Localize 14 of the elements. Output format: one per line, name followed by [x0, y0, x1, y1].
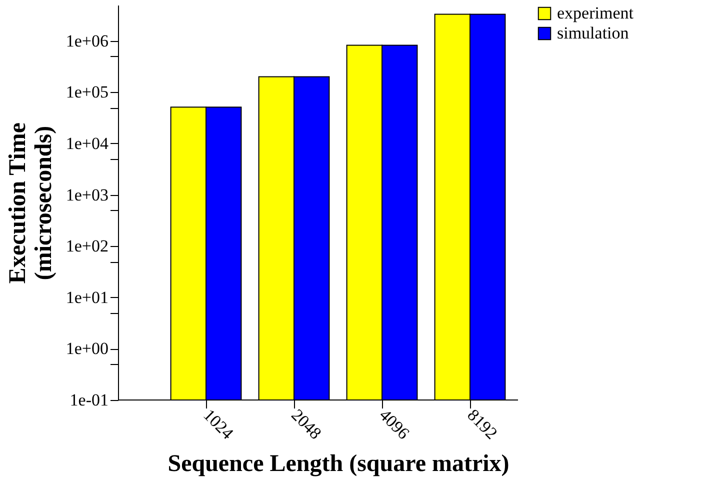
legend-label: experiment	[557, 4, 634, 22]
y-tick-label: 1e+04	[66, 134, 109, 153]
y-tick-label: 1e-01	[70, 390, 108, 410]
y-tick-label: 1e+02	[66, 236, 108, 256]
x-axis-title: Sequence Length (square matrix)	[168, 451, 510, 478]
y-tick-label: 1e+06	[66, 31, 108, 50]
y-tick-label: 1e+03	[66, 185, 108, 204]
y-tick-label: 1e+00	[66, 339, 108, 358]
x-tick-label: 1024	[200, 405, 238, 444]
x-tick-label: 4096	[376, 405, 414, 443]
y-tick-label: 1e+05	[66, 82, 108, 102]
y-tick-label: 1e+01	[66, 288, 108, 307]
legend-label: simulation	[557, 24, 630, 42]
y-axis-title: Execution Time (microseconds)	[4, 122, 57, 284]
